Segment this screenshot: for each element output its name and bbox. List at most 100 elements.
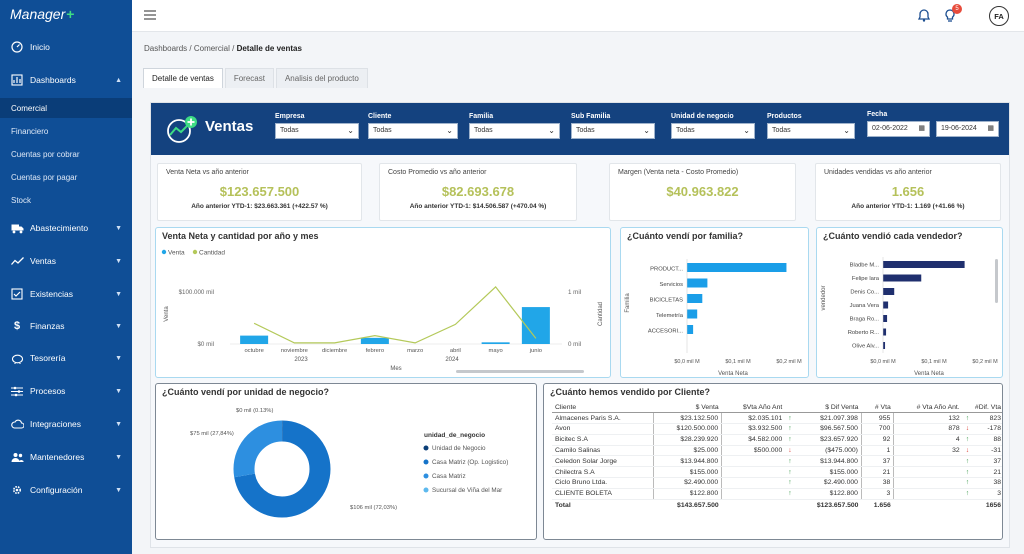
filter-label: Productos — [767, 113, 802, 120]
filter-unidad-negocio-select[interactable]: Todas ⌄ — [671, 123, 755, 139]
tab-forecast[interactable]: Forecast — [224, 68, 274, 88]
chevron-down-icon: ⌄ — [446, 126, 453, 135]
unidad-negocio-donut-chart[interactable]: $0 mil (0.13%) $75 mil (27,84%) $106 mil… — [156, 399, 534, 539]
nav-configuracion[interactable]: Configuración ▼ — [0, 480, 132, 500]
table-row[interactable]: Ciclo Bruno Ltda. $2.490.000 ↑ $2.490.000 38… — [552, 477, 1002, 489]
bar-venta — [240, 335, 269, 344]
tab-analisis-producto[interactable]: Analisis del producto — [275, 68, 368, 88]
nav-tesoreria[interactable]: Tesorería ▼ — [0, 348, 132, 368]
filter-cliente: Cliente Todas ⌄ — [368, 113, 458, 139]
vendedor-bar-chart[interactable]: vendedor Venta Neta Bladbe M... Felipe la… — [817, 243, 1001, 377]
column-header[interactable]: # Vta — [861, 402, 894, 414]
nav-ventas[interactable]: Ventas ▼ — [0, 251, 132, 271]
nav-integraciones[interactable]: Integraciones ▼ — [0, 414, 132, 434]
nav-existencias[interactable]: Existencias ▼ — [0, 284, 132, 304]
nav-mantenedores[interactable]: Mantenedores ▼ — [0, 447, 132, 467]
chevron-down-icon: ▼ — [115, 486, 122, 494]
filter-sub-familia-select[interactable]: Todas ⌄ — [571, 123, 655, 139]
date-to-input[interactable]: 19-06-2024 ▦ — [936, 121, 999, 137]
filter-cliente-select[interactable]: Todas ⌄ — [368, 123, 458, 139]
subnav-stock[interactable]: Stock — [11, 195, 32, 205]
bell-icon[interactable] — [917, 9, 931, 24]
donut-slice — [233, 420, 331, 518]
date-from-input[interactable]: 02-06-2022 ▦ — [867, 121, 930, 137]
table-row[interactable]: Chilectra S.A $155.000 ↑ $155.000 21 ↑ 21 — [552, 466, 1002, 479]
menu-icon[interactable] — [144, 10, 156, 22]
year-label: 2023 — [294, 357, 308, 363]
nav-dashboards[interactable]: Dashboards ▲ — [0, 70, 132, 90]
dif-venta-cell: $13.944.800 — [794, 455, 862, 468]
vta-cell: 37 — [860, 455, 894, 468]
legend-label: Unidad de Negocio — [432, 445, 486, 452]
column-header[interactable]: Cliente — [552, 402, 654, 414]
arrow-down-icon: ↓ — [962, 445, 973, 457]
nav-abastecimiento[interactable]: Abastecimiento ▼ — [0, 218, 132, 238]
vta-cell: 1 — [860, 445, 894, 457]
breadcrumb-dashboards[interactable]: Dashboards — [144, 44, 188, 53]
subnav-comercial[interactable]: Comercial — [0, 98, 132, 118]
tab-detalle-ventas[interactable]: Detalle de ventas — [143, 68, 223, 88]
column-header[interactable]: $Vta Año Ant — [721, 402, 786, 414]
venta-cell: $122.800 — [652, 488, 722, 500]
filter-label: Fecha — [867, 111, 888, 118]
chart-vendedor: ¿Cuánto vendió cada vendedor? vendedor V… — [816, 227, 1003, 378]
column-header[interactable]: $ Dif Venta — [785, 402, 862, 414]
subnav-cuentas-cobrar[interactable]: Cuentas por cobrar — [11, 149, 80, 159]
bar — [687, 325, 694, 334]
arrow-down-icon: ↓ — [962, 423, 973, 435]
chart-title: Venta Neta y cantidad por año y mes — [162, 231, 319, 241]
vertical-scrollbar[interactable] — [995, 259, 998, 303]
table-row[interactable]: CLIENTE BOLETA $122.800 ↑ $122.800 3 ↑ 3 — [552, 488, 1002, 500]
familia-bar-chart[interactable]: Familia Venta Neta PRODUCT... Servicios BI… — [621, 243, 807, 377]
bar-line-chart[interactable]: Venta Cantidad $100.000 mil $0 mil 1 mil… — [156, 244, 608, 376]
total-venta-ant — [721, 498, 786, 513]
cliente-name: Chilectra S.A — [552, 466, 654, 479]
kpi-subtitle: Año anterior YTD-1: 1.169 (+41.66 %) — [851, 203, 965, 210]
y2-axis-label: Cantidad — [598, 302, 604, 326]
column-header[interactable]: $ Venta — [653, 402, 722, 414]
venta-cell: $155.000 — [652, 466, 722, 479]
table-total-row: Total $143.657.500 $123.657.500 1.656 1656 — [552, 498, 1002, 513]
user-avatar[interactable]: FA — [989, 6, 1009, 26]
arrow-up-icon: ↑ — [785, 466, 795, 479]
column-header[interactable]: #Dif. Vta — [962, 402, 1002, 414]
x-tick-label: $0,1 mil M — [921, 359, 947, 365]
chart-unidad-negocio: ¿Cuánto vendí por unidad de negocio? $0 … — [155, 383, 537, 540]
y-axis-label: Familia — [625, 293, 631, 313]
nav-inicio[interactable]: Inicio — [0, 37, 132, 57]
chevron-down-icon: ▼ — [115, 290, 122, 298]
total-label: Total — [552, 498, 654, 513]
nav-label: Existencias — [30, 289, 73, 299]
empty-cell — [785, 498, 795, 513]
app-logo[interactable]: Manager+ — [10, 6, 75, 22]
subnav-cuentas-pagar[interactable]: Cuentas por pagar — [11, 172, 78, 182]
horizontal-scrollbar[interactable] — [456, 370, 584, 373]
nav-finanzas[interactable]: $ Finanzas ▼ — [0, 316, 132, 336]
table-row[interactable]: Almacenes Paris S.A. $23.132.500 $2.035.10… — [552, 412, 1002, 425]
filter-familia-select[interactable]: Todas ⌄ — [469, 123, 560, 139]
lightbulb-icon[interactable]: 5 — [944, 4, 962, 25]
speedometer-icon — [4, 41, 30, 53]
subnav-financiero[interactable]: Financiero — [11, 126, 49, 136]
chevron-down-icon: ▼ — [115, 322, 122, 330]
table-row[interactable]: Camilo Salinas $25.000 $500.000 ↓ ($475.000)… — [552, 445, 1002, 457]
nav-procesos[interactable]: Procesos ▼ — [0, 381, 132, 401]
table-row[interactable]: Bicitec S.A $28.239.920 $4.582.000 ↑ $23.657… — [552, 434, 1002, 446]
column-header[interactable]: # Vta Año Ant. — [893, 402, 963, 414]
vta-ant-cell — [893, 488, 963, 500]
table-title: ¿Cuánto hemos vendido por Cliente? — [550, 387, 711, 397]
breadcrumb-comercial[interactable]: Comercial — [193, 44, 230, 53]
filter-productos-select[interactable]: Todas ⌄ — [767, 123, 855, 139]
total-vta-ant — [893, 498, 963, 513]
x-tick-label: febrero — [366, 348, 384, 354]
trend-line-icon — [4, 256, 30, 266]
notification-badge: 5 — [952, 4, 962, 14]
table-row[interactable]: Celedon Solar Jorge $13.944.800 ↑ $13.944.8… — [552, 455, 1002, 468]
filter-empresa-select[interactable]: Todas ⌄ — [275, 123, 359, 139]
dif-venta-cell: $21.097.398 — [794, 412, 862, 425]
legend-title: unidad_de_negocio — [424, 432, 485, 439]
table-row[interactable]: Avon $120.500.000 $3.932.500 ↑ $96.567.500 70… — [552, 423, 1002, 435]
vta-ant-cell — [893, 477, 963, 489]
x-tick-label: $0,0 mil M — [870, 359, 896, 365]
chevron-down-icon: ⌄ — [843, 126, 850, 135]
